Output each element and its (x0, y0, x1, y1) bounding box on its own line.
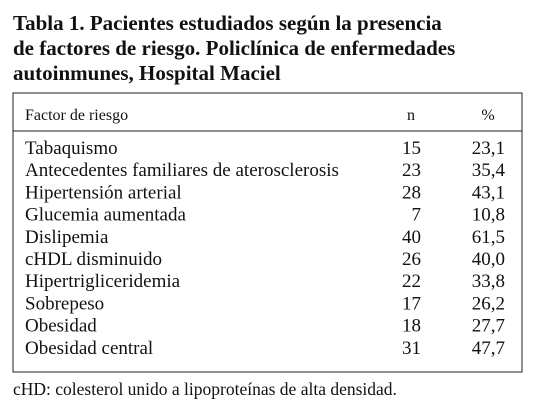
n-cell: 7 (412, 205, 422, 226)
factor-cell: Dislipemia (25, 227, 109, 248)
pct-cell: 33,8 (472, 271, 505, 292)
pct-cell: 26,2 (472, 293, 505, 314)
n-cell: 18 (402, 316, 421, 337)
title-line: autoinmunes, Hospital Maciel (13, 61, 281, 85)
factor-cell: Hipertrigliceridemia (25, 271, 181, 292)
pct-cell: 61,5 (472, 227, 505, 248)
factor-cell: Hipertensión arterial (25, 182, 182, 203)
factor-cell: Tabaquismo (25, 138, 118, 159)
factor-cell: Obesidad (25, 316, 97, 337)
title-line: Tabla 1. Pacientes estudiados según la p… (13, 11, 442, 35)
n-cell: 17 (402, 293, 421, 314)
pct-cell: 43,1 (472, 182, 505, 203)
factor-cell: cHDL disminuido (25, 249, 162, 270)
table-border (12, 92, 523, 373)
factor-cell: Sobrepeso (25, 293, 104, 314)
n-cell: 28 (402, 182, 421, 203)
factor-cell: Glucemia aumentada (25, 205, 186, 226)
footnote: cHD: colesterol unido a lipoproteínas de… (13, 379, 397, 399)
pct-cell: 27,7 (472, 316, 505, 337)
header-cell: % (481, 107, 494, 124)
n-cell: 15 (402, 138, 421, 159)
header-cell: n (407, 107, 415, 124)
factor-cell: Obesidad central (25, 338, 153, 359)
factor-cell: Antecedentes familiares de aterosclerosi… (25, 160, 339, 181)
n-cell: 40 (402, 227, 421, 248)
n-cell: 26 (402, 249, 421, 270)
n-cell: 22 (402, 271, 421, 292)
pct-cell: 47,7 (472, 338, 505, 359)
n-cell: 31 (402, 338, 421, 359)
pct-cell: 23,1 (472, 138, 505, 159)
header-cell: Factor de riesgo (25, 107, 128, 124)
pct-cell: 10,8 (472, 205, 505, 226)
pct-cell: 35,4 (472, 160, 506, 181)
n-cell: 23 (402, 160, 421, 181)
pct-cell: 40,0 (472, 249, 505, 270)
title-line: de factores de riesgo. Policlínica de en… (13, 36, 455, 60)
